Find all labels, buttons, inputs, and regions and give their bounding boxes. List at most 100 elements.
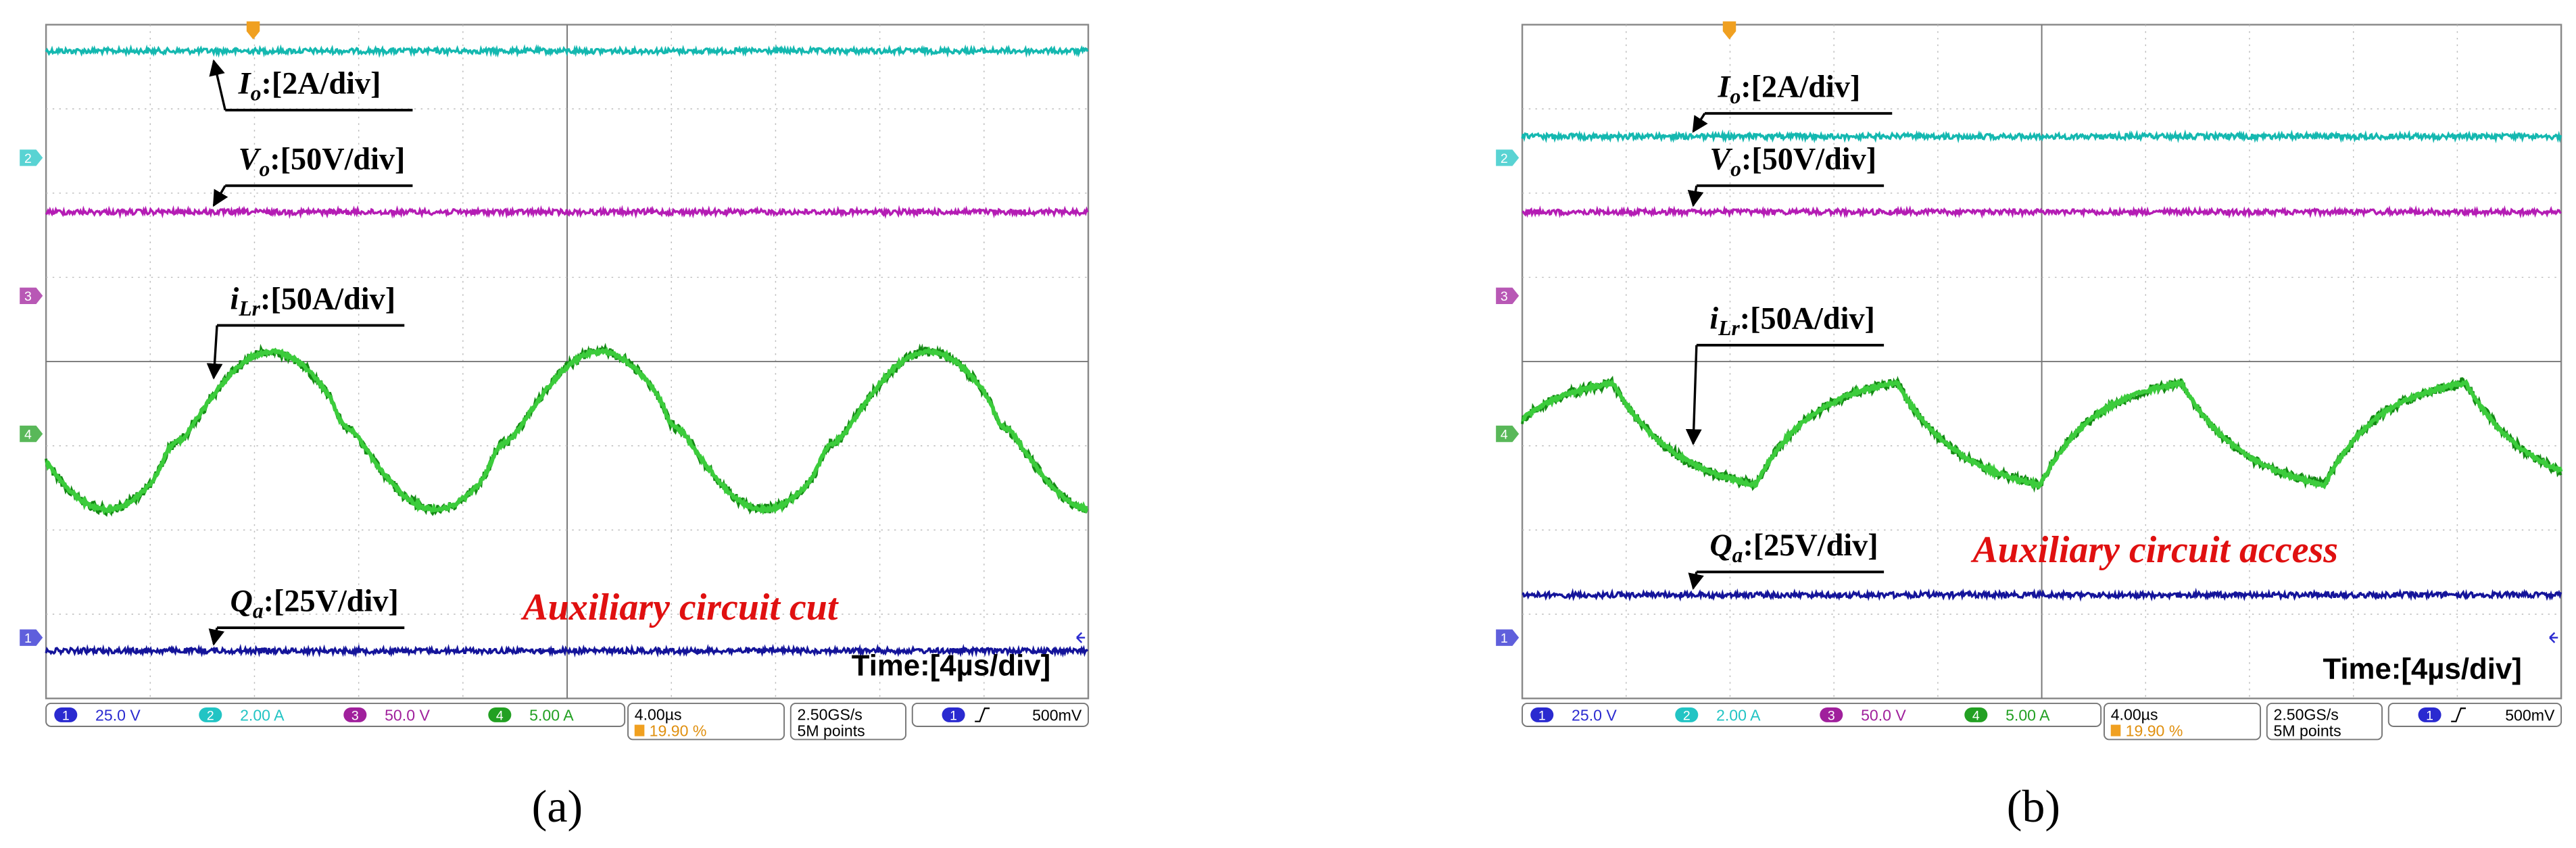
channel-marker — [20, 287, 43, 304]
waveform — [45, 44, 1089, 58]
trace-label: Vo:[50V/div] — [1709, 142, 1876, 181]
channel-marker-label: 2 — [24, 151, 32, 166]
trigger-position: 19.90 % — [2126, 722, 2183, 740]
label-arrow — [208, 627, 225, 646]
trace-scale: :[50V/div] — [1741, 142, 1876, 176]
trace-symbol: i — [230, 281, 239, 316]
scope-panel: 2341Io:[2A/div]Vo:[50V/div]iLr:[50A/div]… — [1496, 21, 2563, 832]
trace-symbol: I — [238, 66, 252, 101]
label-arrow — [209, 59, 226, 111]
status-box — [2266, 702, 2383, 741]
trace-symbol: Q — [1709, 528, 1732, 562]
record-length: 5M points — [2274, 722, 2341, 740]
trace-label: Io:[2A/div] — [1717, 70, 1860, 109]
channel-number: 1 — [1538, 708, 1546, 723]
channel-marker-label: 1 — [24, 631, 32, 646]
status-box — [45, 702, 626, 727]
status-box — [2104, 702, 2262, 741]
channel-badge — [1530, 707, 1554, 722]
trace-symbol: i — [1709, 301, 1718, 335]
channel-marker-label: 2 — [1501, 151, 1508, 166]
channel-marker-label: 4 — [24, 427, 32, 442]
waveform — [45, 643, 1089, 658]
trace-subscript: Lr — [1718, 316, 1740, 340]
trace-subscript: o — [1730, 157, 1741, 180]
offset-arrow — [2549, 632, 2558, 643]
trace-subscript: a — [253, 599, 264, 622]
waveform — [45, 205, 1089, 220]
trace-symbol: V — [1709, 142, 1732, 176]
channel-marker-label: 4 — [1501, 427, 1508, 442]
channel-marker-label: 3 — [1501, 289, 1508, 304]
waveform — [1521, 129, 2562, 144]
channel-marker-label: 3 — [24, 289, 32, 304]
trace-subscript: a — [1732, 543, 1743, 567]
channel-marker — [20, 425, 43, 443]
annotation: Auxiliary circuit cut — [520, 587, 839, 628]
time-scale: Time:[4µs/div] — [2323, 652, 2521, 685]
trace-scale: :[25V/div] — [1743, 528, 1878, 562]
status-box — [627, 702, 785, 741]
channel-number: 4 — [1972, 708, 1980, 723]
trigger-marker — [246, 21, 260, 40]
trace-symbol: V — [239, 142, 262, 176]
channel-marker — [1496, 629, 1520, 646]
time-scale: Time:[4µs/div] — [852, 649, 1050, 682]
channel-badge — [942, 707, 965, 722]
trigger-marker — [1722, 21, 1736, 40]
trace-label: iLr:[50A/div] — [230, 281, 395, 320]
label-arrow — [1687, 185, 1704, 207]
trace-label: Io:[2A/div] — [238, 66, 381, 105]
trace-label: iLr:[50A/div] — [1709, 301, 1875, 340]
trace-scale: :[50V/div] — [270, 142, 405, 176]
caption: (b) — [2007, 780, 2060, 832]
trigger-position: 19.90 % — [650, 722, 707, 740]
channel-marker — [20, 149, 43, 166]
channel-marker — [20, 629, 43, 646]
trace-scale: :[50A/div] — [1740, 301, 1875, 335]
channel-setting: 50.0 V — [385, 706, 430, 724]
channel-setting: 5.00 A — [529, 706, 574, 724]
channel-badge — [199, 707, 222, 722]
channel-number: 2 — [1683, 708, 1691, 723]
channel-marker — [1496, 149, 1520, 166]
timebase: 4.00µs — [635, 705, 682, 723]
sample-rate: 2.50GS/s — [798, 705, 862, 723]
status-box — [789, 702, 907, 741]
label-arrow — [1688, 572, 1704, 591]
channel-badge — [1675, 707, 1699, 722]
label-arrow — [1685, 345, 1702, 446]
trace-scale: :[50A/div] — [260, 281, 395, 316]
channel-setting: 25.0 V — [95, 706, 141, 724]
channel-setting: 2.00 A — [240, 706, 285, 724]
channel-badge — [1820, 707, 1843, 722]
waveform — [1522, 378, 2563, 490]
channel-setting: 5.00 A — [2006, 706, 2050, 724]
trace-symbol: Q — [230, 584, 252, 618]
waveform — [1522, 205, 2562, 219]
channel-number: 3 — [1828, 708, 1835, 723]
trace-subscript: o — [1730, 84, 1741, 108]
waveform — [1522, 587, 2562, 602]
trace-label: Qa:[25V/div] — [230, 584, 398, 623]
channel-badge — [343, 707, 367, 722]
trace-subscript: o — [251, 81, 262, 105]
channel-badge — [488, 707, 512, 722]
annotation: Auxiliary circuit access — [1970, 529, 2338, 571]
waveform — [45, 346, 1089, 516]
trace-label: Qa:[25V/div] — [1709, 528, 1878, 567]
scope-panel: 2341Io:[2A/div]Vo:[50V/div]iLr:[50A/div]… — [20, 21, 1090, 832]
trigger-icon — [634, 724, 645, 737]
trigger-slope — [2451, 707, 2466, 722]
trace-subscript: o — [259, 157, 270, 180]
label-arrow — [212, 184, 228, 207]
trace-label: Vo:[50V/div] — [239, 142, 406, 181]
channel-setting: 50.0 V — [1861, 706, 1906, 724]
channel-marker — [1496, 287, 1520, 304]
offset-arrow — [1076, 632, 1086, 643]
timebase: 4.00µs — [2111, 705, 2158, 723]
channel-number: 4 — [496, 708, 504, 723]
trace-scale: :[25V/div] — [264, 584, 399, 618]
label-arrow — [206, 325, 223, 380]
trigger-icon — [2110, 724, 2121, 737]
